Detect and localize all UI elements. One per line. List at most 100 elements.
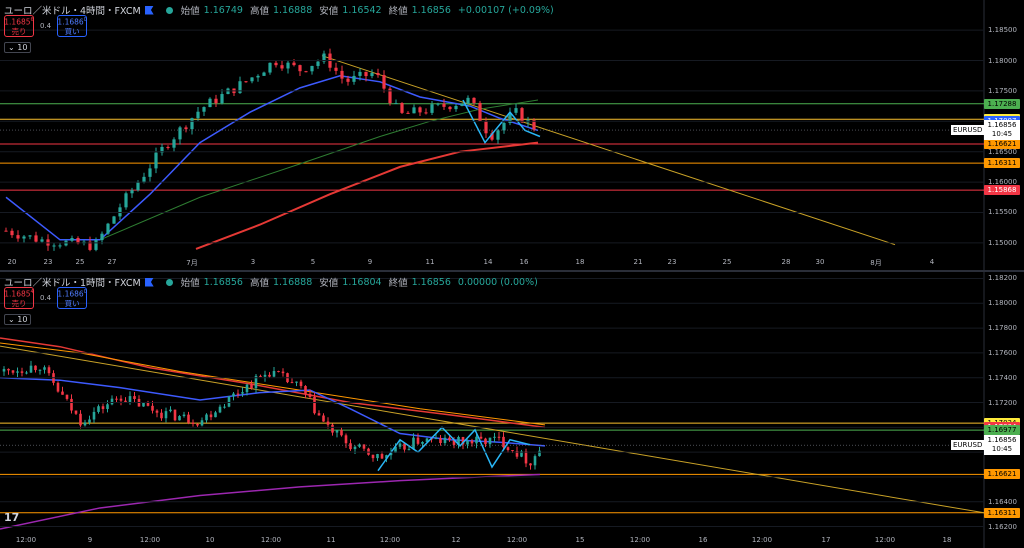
symbol-title[interactable]: ユーロ／米ドル・1時間・FXCM [4, 278, 141, 289]
candle-body [88, 419, 91, 423]
candle-body [97, 406, 100, 412]
candle-body [25, 372, 28, 374]
candle-body [227, 396, 231, 407]
pane-divider[interactable] [0, 270, 1024, 272]
candle-body [421, 441, 424, 444]
candle-body [262, 72, 266, 76]
candle-body [136, 182, 140, 191]
trendline-descending [0, 345, 985, 514]
candle-body [65, 394, 69, 399]
candle-body [34, 365, 37, 371]
indicators-toggle[interactable]: ⌄ 10 [4, 42, 32, 53]
candle-body [358, 444, 361, 447]
candle-body [196, 111, 200, 119]
buy-button[interactable]: 1.16860 買い [57, 15, 88, 37]
candle-body [353, 446, 357, 450]
candle-body [524, 451, 528, 464]
candle-body [488, 437, 492, 445]
chart-pane-1h[interactable]: ユーロ／米ドル・1時間・FXCM 始値 1.16856 高値 1.16888 安値 1… [0, 272, 1024, 548]
candle-body [277, 371, 280, 373]
candle-body [460, 103, 464, 106]
change-value: 0.00000 (0.00%) [457, 276, 538, 288]
candle-body [448, 106, 452, 110]
candle-body [214, 98, 218, 104]
candle-body [47, 367, 51, 374]
candle-body [514, 108, 518, 113]
moving-average-orange [0, 342, 546, 426]
price-axis-bg [984, 272, 1024, 548]
candle-body [254, 375, 258, 389]
market-open-dot-icon [165, 6, 173, 14]
candle-body [389, 452, 393, 456]
close-label: 終値 [388, 6, 408, 17]
candle-body [434, 438, 438, 440]
candle-body [142, 402, 145, 407]
candle-body [364, 71, 368, 77]
price-tick-label: 1.17500 [988, 86, 1017, 95]
price-tick-label: 1.15000 [988, 238, 1017, 247]
sell-button[interactable]: 1.16856 売り [4, 15, 34, 37]
candle-body [191, 422, 195, 424]
candle-body [124, 400, 127, 403]
high-value: 1.16888 [272, 276, 313, 288]
time-tick-label: 11 [425, 258, 435, 266]
candle-body [316, 61, 320, 66]
candle-body [308, 393, 312, 397]
time-tick-label: 27 [107, 258, 117, 266]
candle-body [388, 88, 392, 104]
sell-label: 売り [11, 298, 27, 308]
change-value: +0.00107 (+0.09%) [457, 4, 554, 16]
candle-body [272, 371, 276, 377]
flag-icon [144, 5, 154, 15]
low-value: 1.16542 [342, 4, 382, 16]
chart-pane-4h[interactable]: ユーロ／米ドル・4時間・FXCM 始値 1.16749 高値 1.16888 安値 1… [0, 0, 1024, 270]
chart-canvas-4h[interactable] [0, 0, 1024, 270]
time-tick-label: 12:00 [379, 536, 401, 544]
moving-average-red [0, 337, 546, 429]
symbol-tag: EURUSD [951, 440, 985, 451]
chart-canvas-1h[interactable] [0, 272, 1024, 548]
trade-buttons-4h: 1.16856 売り 0.4 1.16860 買い [4, 15, 88, 37]
time-tick-label: 12:00 [15, 536, 37, 544]
price-level-badge: 1.16311 [984, 507, 1020, 518]
candle-body [196, 423, 199, 426]
candle-body [304, 71, 308, 73]
buy-price-sup: 0 [83, 17, 87, 24]
candle-body [52, 245, 56, 247]
candle-body [442, 103, 446, 107]
candle-body [236, 393, 240, 395]
indicators-toggle[interactable]: ⌄ 10 [4, 314, 32, 325]
candle-body [490, 133, 494, 140]
symbol-title[interactable]: ユーロ／米ドル・4時間・FXCM [4, 6, 141, 17]
candle-body [4, 230, 8, 232]
time-tick-label: 12 [451, 536, 461, 544]
time-tick-label: 20 [7, 258, 17, 266]
tradingview-logo[interactable]: 17 [4, 511, 20, 524]
low-value: 1.16804 [342, 276, 382, 288]
buy-button[interactable]: 1.16860 買い [57, 287, 88, 309]
candle-body [70, 398, 73, 411]
candle-body [187, 414, 190, 423]
candle-body [497, 436, 501, 438]
candle-body [376, 454, 379, 459]
candle-body [232, 393, 235, 397]
candle-body [370, 73, 374, 77]
time-tick-label: 12:00 [629, 536, 651, 544]
price-tick-label: 1.16400 [988, 497, 1017, 506]
candle-body [151, 405, 154, 411]
candle-body [182, 414, 186, 417]
sell-button[interactable]: 1.16854 売り [4, 287, 34, 309]
moving-average-red [195, 141, 539, 250]
candle-body [466, 97, 470, 104]
candle-body [61, 391, 64, 395]
candle-body [400, 103, 404, 113]
candle-body [298, 65, 302, 72]
candle-body [412, 437, 415, 450]
candle-body [290, 382, 294, 384]
candle-body [11, 370, 15, 373]
candle-body [106, 223, 110, 234]
candle-body [484, 438, 487, 445]
symbol-tag: EURUSD [951, 125, 985, 136]
candle-body [508, 112, 512, 123]
candle-body [250, 77, 254, 82]
